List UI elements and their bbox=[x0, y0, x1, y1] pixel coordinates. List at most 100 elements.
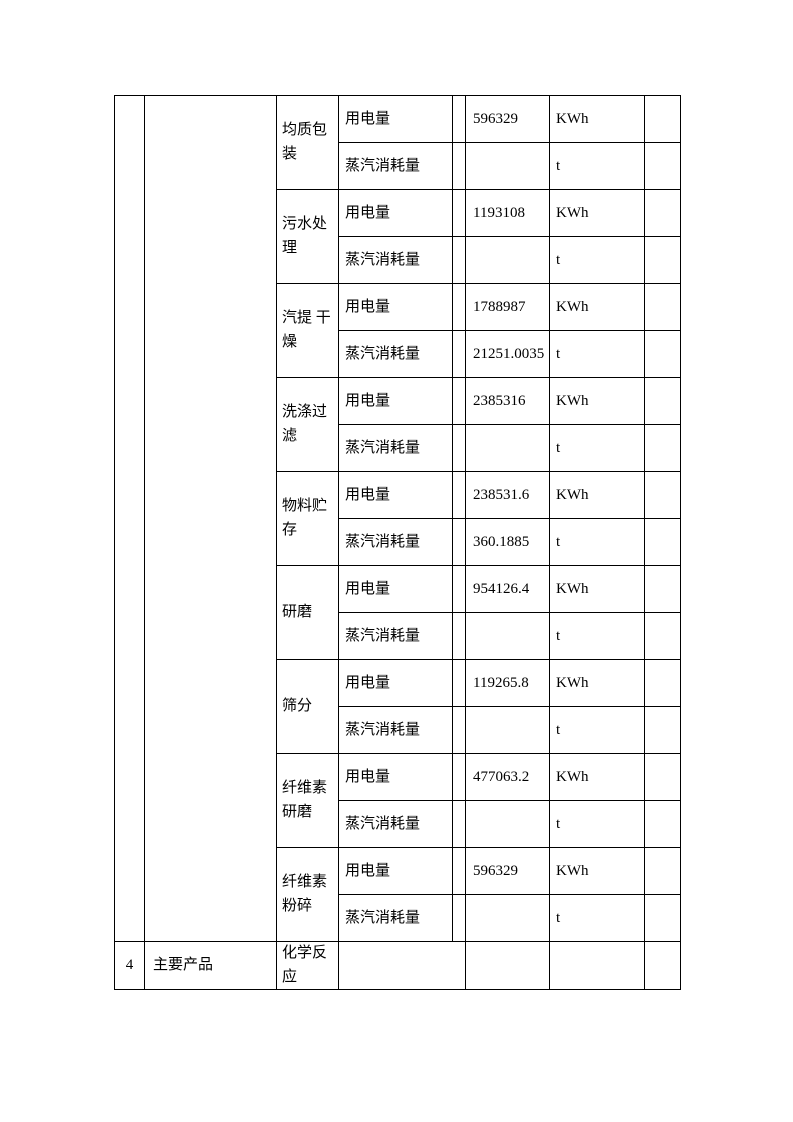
spacer-cell bbox=[452, 894, 466, 942]
metric-label-cell: 用电量 bbox=[338, 565, 453, 613]
value-cell bbox=[465, 894, 550, 942]
remark-cell bbox=[644, 847, 681, 895]
spacer-cell bbox=[452, 706, 466, 754]
unit-cell: t bbox=[549, 706, 645, 754]
value-cell: 21251.0035 bbox=[465, 330, 550, 378]
value-cell: 238531.6 bbox=[465, 471, 550, 519]
remark-cell bbox=[644, 424, 681, 472]
metric-label-cell: 用电量 bbox=[338, 377, 453, 425]
metric-label-cell: 蒸汽消耗量 bbox=[338, 236, 453, 284]
table-row: 4 主要产品 化学反应 bbox=[114, 941, 681, 990]
spacer-cell bbox=[452, 424, 466, 472]
metric-label-cell: 蒸汽消耗量 bbox=[338, 518, 453, 566]
energy-consumption-table: 均质包装 用电量 596329 KWh 蒸汽消耗量 t 污水处理 用电量 119… bbox=[114, 95, 681, 990]
table-row: 蒸汽消耗量 360.1885 t bbox=[115, 518, 681, 566]
table-row: 蒸汽消耗量 t bbox=[115, 142, 681, 190]
process-name-cell: 均质包装 bbox=[276, 95, 339, 190]
process-name-cell: 筛分 bbox=[276, 659, 339, 754]
value-cell bbox=[465, 706, 550, 754]
table-row: 蒸汽消耗量 t bbox=[115, 236, 681, 284]
remark-cell bbox=[644, 95, 681, 143]
unit-cell: t bbox=[549, 330, 645, 378]
spacer-cell bbox=[452, 377, 466, 425]
spacer-cell bbox=[452, 800, 466, 848]
value-cell bbox=[465, 142, 550, 190]
spacer-cell bbox=[452, 236, 466, 284]
remark-cell bbox=[644, 800, 681, 848]
table-row: 蒸汽消耗量 t bbox=[115, 800, 681, 848]
table-row: 蒸汽消耗量 t bbox=[115, 706, 681, 754]
remark-cell bbox=[644, 659, 681, 707]
spacer-cell bbox=[452, 612, 466, 660]
metric-label-cell: 用电量 bbox=[338, 847, 453, 895]
value-cell: 596329 bbox=[465, 95, 550, 143]
spacer-cell bbox=[452, 659, 466, 707]
spacer-cell bbox=[452, 753, 466, 801]
table-row: 蒸汽消耗量 t bbox=[115, 894, 681, 942]
metric-label-cell: 蒸汽消耗量 bbox=[338, 330, 453, 378]
remark-cell bbox=[644, 612, 681, 660]
process-name-cell: 物料贮存 bbox=[276, 471, 339, 566]
remark-cell bbox=[644, 518, 681, 566]
value-cell: 596329 bbox=[465, 847, 550, 895]
process-name-cell: 化学反应 bbox=[276, 941, 339, 990]
unit-cell: t bbox=[549, 800, 645, 848]
metric-label-cell: 用电量 bbox=[338, 189, 453, 237]
table-row: 洗涤过滤 用电量 2385316 KWh bbox=[115, 377, 681, 472]
unit-cell: t bbox=[549, 236, 645, 284]
unit-cell: KWh bbox=[549, 565, 645, 613]
unit-cell: KWh bbox=[549, 283, 645, 331]
remark-cell bbox=[644, 706, 681, 754]
value-cell: 119265.8 bbox=[465, 659, 550, 707]
remark-cell bbox=[644, 236, 681, 284]
value-cell bbox=[465, 236, 550, 284]
spacer-cell bbox=[452, 330, 466, 378]
value-cell bbox=[465, 424, 550, 472]
table-row: 汽提 干燥 用电量 1788987 KWh bbox=[115, 283, 681, 378]
value-cell: 954126.4 bbox=[465, 565, 550, 613]
remark-cell bbox=[644, 753, 681, 801]
table-row: 筛分 用电量 119265.8 KWh bbox=[115, 659, 681, 754]
remark-cell bbox=[644, 471, 681, 519]
table-row: 纤维素研磨 用电量 477063.2 KWh bbox=[115, 753, 681, 848]
category-cell: 主要产品 bbox=[144, 941, 277, 990]
unit-cell: t bbox=[549, 142, 645, 190]
unit-cell: KWh bbox=[549, 189, 645, 237]
remark-cell bbox=[644, 894, 681, 942]
row-index-cell: 4 bbox=[114, 941, 145, 990]
metric-label-cell: 蒸汽消耗量 bbox=[338, 706, 453, 754]
metric-label-cell: 用电量 bbox=[338, 659, 453, 707]
table-row: 纤维素粉碎 用电量 596329 KWh bbox=[115, 847, 681, 942]
value-cell bbox=[465, 941, 550, 990]
unit-cell: KWh bbox=[549, 95, 645, 143]
value-cell: 2385316 bbox=[465, 377, 550, 425]
unit-cell: KWh bbox=[549, 471, 645, 519]
unit-cell: KWh bbox=[549, 753, 645, 801]
metric-label-cell: 用电量 bbox=[338, 95, 453, 143]
unit-cell: KWh bbox=[549, 377, 645, 425]
spacer-cell bbox=[452, 189, 466, 237]
category-column-empty bbox=[144, 95, 277, 942]
unit-cell: t bbox=[549, 518, 645, 566]
unit-cell: KWh bbox=[549, 659, 645, 707]
table-row: 均质包装 用电量 596329 KWh bbox=[114, 95, 681, 942]
value-cell: 360.1885 bbox=[465, 518, 550, 566]
spacer-cell bbox=[452, 471, 466, 519]
process-name-cell: 纤维素研磨 bbox=[276, 753, 339, 848]
value-cell: 477063.2 bbox=[465, 753, 550, 801]
metric-label-cell: 蒸汽消耗量 bbox=[338, 142, 453, 190]
process-name-cell: 汽提 干燥 bbox=[276, 283, 339, 378]
remark-cell bbox=[644, 283, 681, 331]
metric-label-cell: 用电量 bbox=[338, 471, 453, 519]
spacer-cell bbox=[452, 847, 466, 895]
process-name-cell: 研磨 bbox=[276, 565, 339, 660]
remark-cell bbox=[644, 330, 681, 378]
spacer-cell bbox=[452, 95, 466, 143]
remark-cell bbox=[644, 189, 681, 237]
unit-cell: KWh bbox=[549, 847, 645, 895]
metric-label-cell: 蒸汽消耗量 bbox=[338, 894, 453, 942]
metric-label-cell: 用电量 bbox=[338, 753, 453, 801]
process-name-cell: 洗涤过滤 bbox=[276, 377, 339, 472]
value-cell bbox=[465, 612, 550, 660]
